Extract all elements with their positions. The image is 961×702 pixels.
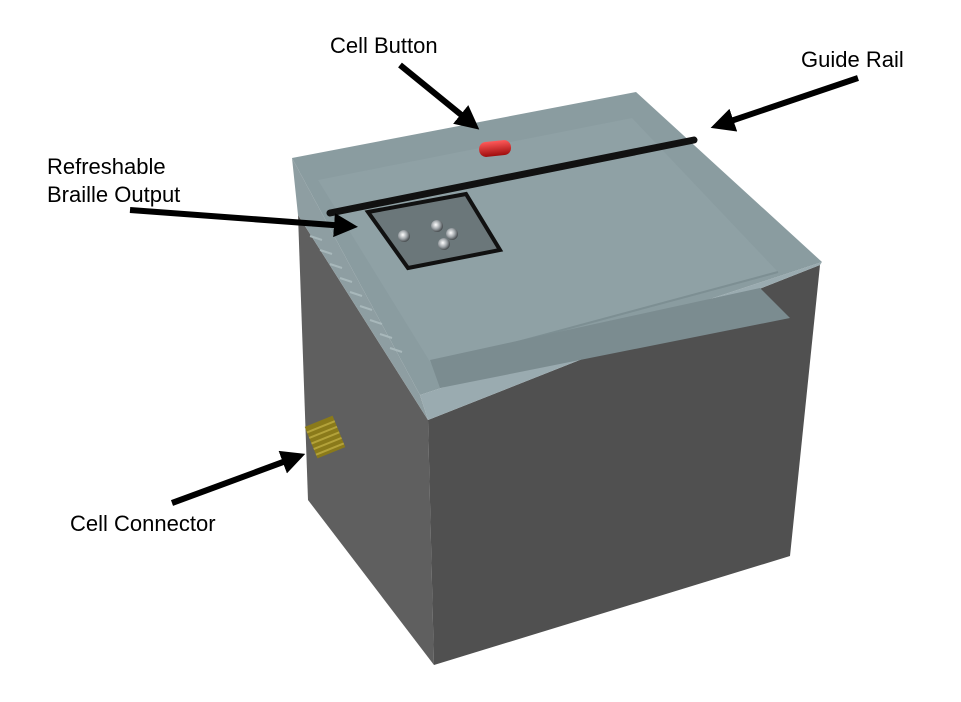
cube-front-face — [428, 265, 820, 665]
braille-dot — [398, 230, 410, 242]
cell-connector — [304, 415, 346, 459]
callout-arrows — [129, 62, 859, 506]
braille-output-arrow — [129, 207, 358, 238]
lid-inner-slot — [430, 288, 790, 388]
cell-button-arrow — [398, 62, 480, 130]
cube-left-face — [298, 215, 434, 665]
cell-button-label: Cell Button — [330, 33, 438, 58]
guide-rail — [326, 136, 698, 217]
lid-left-ridges — [299, 221, 403, 353]
cube-body — [292, 92, 822, 665]
braille-output-label-line1: Refreshable — [47, 154, 166, 179]
braille-dot — [446, 228, 458, 240]
guide-rail-label: Guide Rail — [801, 47, 904, 72]
braille-output-label-line2: Braille Output — [47, 182, 180, 207]
cell-button — [479, 140, 512, 157]
cell-connector-arrow — [170, 450, 306, 506]
cell-connector-label: Cell Connector — [70, 511, 216, 536]
braille-window — [364, 191, 504, 271]
guide-rail-arrow — [710, 75, 859, 132]
braille-dot — [438, 238, 450, 250]
lid-inner-surface — [318, 118, 778, 365]
braille-dot — [431, 220, 443, 232]
